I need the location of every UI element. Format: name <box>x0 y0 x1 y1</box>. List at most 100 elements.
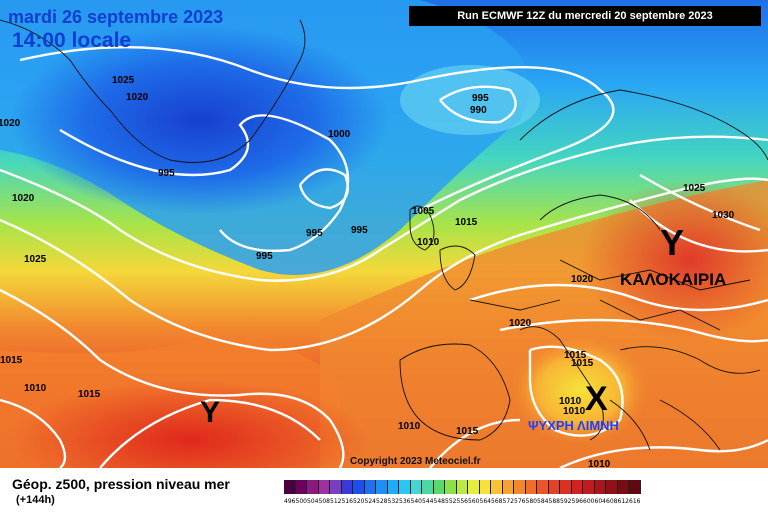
scale-swatch <box>410 480 422 494</box>
scale-tick-label: 532 <box>387 498 399 505</box>
high-sw-core <box>10 380 370 468</box>
scale-tick-label: 608 <box>606 498 618 505</box>
scale-tick-label: 560 <box>468 498 480 505</box>
scale-tick-label: 520 <box>353 498 365 505</box>
scale-tick-label: 576 <box>514 498 526 505</box>
scale-swatch <box>537 480 549 494</box>
isobar-label: 1015 <box>571 358 594 369</box>
scale-swatch <box>606 480 618 494</box>
isobar-label: 1020 <box>0 118 21 129</box>
color-scale-ticks: 496 500 504 508 512 516 520 524 528 532 536 540 544 5… <box>284 498 641 505</box>
isobar-label: 1010 <box>563 406 586 417</box>
forecast-time: 14:00 locale <box>12 29 132 52</box>
scale-swatch <box>433 480 445 494</box>
copyright-notice: Copyright 2023 Meteociel.fr <box>350 456 481 467</box>
scale-tick-label: 556 <box>456 498 468 505</box>
scale-tick-label: 548 <box>433 498 445 505</box>
isobar-label: 1010 <box>24 383 47 394</box>
scale-swatch <box>514 480 526 494</box>
isobar-label: 1005 <box>412 206 435 217</box>
scale-swatch <box>617 480 629 494</box>
isobar-label: 1000 <box>328 129 351 140</box>
scale-swatch <box>468 480 480 494</box>
scale-swatch <box>629 480 641 494</box>
scale-swatch <box>594 480 606 494</box>
scale-swatch <box>318 480 330 494</box>
scale-tick-label: 592 <box>560 498 572 505</box>
legend-title: Géop. z500, pression niveau mer <box>12 476 230 492</box>
scale-tick-label: 504 <box>307 498 319 505</box>
weather-map: mardi 26 septembre 2023 14:00 locale Run… <box>0 0 768 468</box>
scale-tick-label: 580 <box>525 498 537 505</box>
scale-swatch <box>491 480 503 494</box>
isobar-label: 1010 <box>417 237 440 248</box>
scale-tick-label: 500 <box>295 498 307 505</box>
isobar-label: 995 <box>256 251 273 262</box>
scale-tick-label: 596 <box>571 498 583 505</box>
isobars <box>0 45 768 468</box>
scale-tick-label: 512 <box>330 498 342 505</box>
scale-swatch <box>353 480 365 494</box>
trough-tongue <box>400 65 540 135</box>
low-annotation: ΨΥΧΡΗ ΛΙΜΝΗ <box>528 418 619 433</box>
scale-swatch <box>399 480 411 494</box>
scale-tick-label: 600 <box>583 498 595 505</box>
scale-tick-label: 588 <box>548 498 560 505</box>
legend-subtitle: (+144h) <box>16 494 55 506</box>
atlantic-symbol: Y <box>200 396 221 429</box>
isobar-label: 1020 <box>571 274 594 285</box>
low-symbol: X <box>585 380 608 418</box>
scale-tick-label: 508 <box>318 498 330 505</box>
scale-tick-label: 604 <box>594 498 606 505</box>
isobar-label: 990 <box>470 105 487 116</box>
isobar-label: 1025 <box>24 254 47 265</box>
isobar-label: 1020 <box>509 318 532 329</box>
scale-tick-label: 516 <box>341 498 353 505</box>
isobar-label: 1020 <box>126 92 149 103</box>
cold-pool <box>510 335 650 445</box>
run-info: Run ECMWF 12Z du mercredi 20 septembre 2… <box>409 6 761 26</box>
isobar-label: 1015 <box>455 217 478 228</box>
scale-tick-label: 568 <box>491 498 503 505</box>
scale-tick-label: 616 <box>629 498 641 505</box>
isobar-label: 1025 <box>112 75 135 86</box>
isobar-label: 1010 <box>559 396 582 407</box>
scale-tick-label: 564 <box>479 498 491 505</box>
isobar-label: 1015 <box>456 426 479 437</box>
isobar-label: 995 <box>472 93 489 104</box>
scale-tick-label: 552 <box>445 498 457 505</box>
isobar-label: 1020 <box>12 193 35 204</box>
isobar-label: 1010 <box>398 421 421 432</box>
map-canvas <box>0 0 768 468</box>
scale-swatch <box>364 480 376 494</box>
scale-tick-label: 540 <box>410 498 422 505</box>
scale-swatch <box>330 480 342 494</box>
scale-swatch <box>307 480 319 494</box>
scale-tick-label: 528 <box>376 498 388 505</box>
scale-tick-label: 572 <box>502 498 514 505</box>
isobar-label: 995 <box>351 225 368 236</box>
scale-swatch <box>502 480 514 494</box>
scale-tick-label: 544 <box>422 498 434 505</box>
scale-swatch <box>445 480 457 494</box>
forecast-date: mardi 26 septembre 2023 <box>8 7 224 27</box>
scale-swatch <box>548 480 560 494</box>
high-annotation: ΚΑΛΟΚΑΙΡΙΑ <box>620 270 727 289</box>
scale-tick-label: 536 <box>399 498 411 505</box>
isobar-label: 1015 <box>564 350 587 361</box>
scale-swatch <box>284 480 296 494</box>
isobar-label: 1015 <box>78 389 101 400</box>
scale-swatch <box>422 480 434 494</box>
scale-tick-label: 584 <box>537 498 549 505</box>
scale-swatch <box>525 480 537 494</box>
color-scale <box>284 480 641 496</box>
coastlines <box>0 19 768 451</box>
scale-tick-label: 496 <box>284 498 296 505</box>
isobar-label: 995 <box>306 228 323 239</box>
scale-swatch <box>583 480 595 494</box>
scale-swatch <box>479 480 491 494</box>
trough-core <box>10 25 390 215</box>
isobar-label: 995 <box>158 168 175 179</box>
legend-footer: Géop. z500, pression niveau mer (+144h) … <box>0 468 768 512</box>
isobar-label: 1010 <box>588 459 611 468</box>
